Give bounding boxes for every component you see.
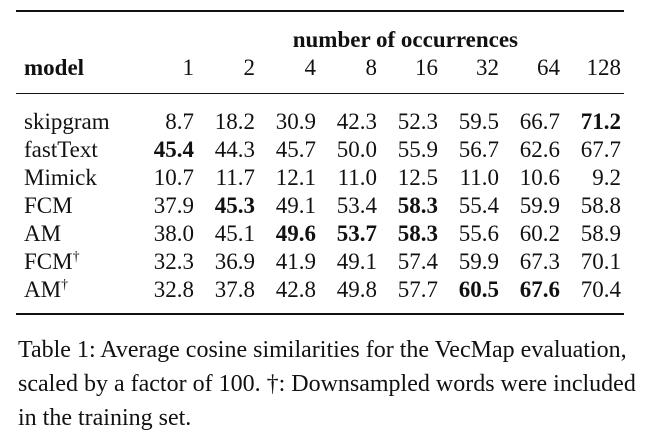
column-header: 128 (586, 55, 622, 80)
column-header: 8 (365, 55, 378, 80)
value-cell: 11.7 (215, 165, 255, 190)
table-row: FCM 37.9 45.3 49.1 53.4 58.3 55.4 59.9 58.8 (16, 192, 624, 220)
value-cell: 42.8 (275, 277, 316, 302)
value-cell: 53.4 (336, 193, 377, 218)
value-cell: 12.5 (397, 165, 438, 190)
model-header: model (24, 55, 85, 80)
value-cell: 37.9 (153, 193, 194, 218)
table-row: skipgram 8.7 18.2 30.9 42.3 52.3 59.5 66.7 71.2 (16, 93, 624, 137)
value-cell: 58.9 (580, 221, 621, 246)
value-cell: 8.7 (165, 109, 194, 134)
value-cell: 32.8 (153, 277, 194, 302)
column-header: 1 (182, 55, 195, 80)
model-name-cell: AM (16, 220, 136, 248)
value-cell: 11.0 (337, 165, 377, 190)
table-row: Mimick 10.7 11.7 12.1 11.0 12.5 11.0 10.6 9.2 (16, 164, 624, 192)
column-header: 16 (415, 55, 438, 80)
model-name: FCM (24, 249, 73, 274)
table-caption: Table 1: Average cosine similarities for… (18, 337, 636, 431)
model-name-cell: AM† (16, 276, 136, 314)
value-cell: 53.7 (336, 221, 377, 246)
value-cell: 49.8 (336, 277, 377, 302)
table-row: FCM† 32.3 36.9 41.9 49.1 57.4 59.9 67.3 70.1 (16, 248, 624, 276)
value-cell: 41.9 (275, 249, 316, 274)
table-body: skipgram 8.7 18.2 30.9 42.3 52.3 59.5 66.7 71.2 f… (16, 93, 624, 314)
model-name: Mimick (24, 165, 97, 190)
value-cell: 32.3 (153, 249, 194, 274)
value-cell: 56.7 (458, 137, 499, 162)
value-cell: 59.9 (519, 193, 560, 218)
column-header-row: model 1 2 4 8 16 32 64 128 (16, 54, 624, 94)
value-cell: 55.9 (397, 137, 438, 162)
value-cell: 45.4 (153, 137, 194, 162)
model-name-cell: Mimick (16, 164, 136, 192)
value-cell: 36.9 (214, 249, 255, 274)
value-cell: 42.3 (336, 109, 377, 134)
column-header: 2 (243, 55, 256, 80)
group-header-row: number of occurrences (16, 11, 624, 54)
value-cell: 37.8 (214, 277, 255, 302)
value-cell: 52.3 (397, 109, 438, 134)
value-cell: 62.6 (519, 137, 560, 162)
group-header: number of occurrences (292, 27, 518, 52)
column-header: 64 (537, 55, 560, 80)
value-cell: 45.3 (214, 193, 255, 218)
value-cell: 9.2 (592, 165, 621, 190)
value-cell: 55.4 (458, 193, 499, 218)
results-table: number of occurrences model 1 2 4 8 16 32 64 12… (16, 10, 624, 315)
value-cell: 57.7 (397, 277, 438, 302)
model-name: AM (24, 221, 62, 246)
model-name-cell: FCM (16, 192, 136, 220)
value-cell: 45.7 (275, 137, 316, 162)
value-cell: 45.1 (214, 221, 255, 246)
value-cell: 55.6 (458, 221, 499, 246)
model-name-cell: fastText (16, 136, 136, 164)
value-cell: 70.4 (580, 277, 621, 302)
value-cell: 50.0 (336, 137, 377, 162)
value-cell: 12.1 (275, 165, 316, 190)
value-cell: 58.8 (580, 193, 621, 218)
model-name-cell: FCM† (16, 248, 136, 276)
value-cell: 60.2 (519, 221, 560, 246)
value-cell: 57.4 (397, 249, 438, 274)
dagger-marker: † (61, 277, 69, 293)
model-name: fastText (24, 137, 98, 162)
value-cell: 67.6 (519, 277, 560, 302)
value-cell: 59.9 (458, 249, 499, 274)
model-name: skipgram (24, 109, 110, 134)
value-cell: 58.3 (397, 193, 438, 218)
value-cell: 11.0 (459, 165, 499, 190)
table-row: AM 38.0 45.1 49.6 53.7 58.3 55.6 60.2 58.9 (16, 220, 624, 248)
model-name: FCM (24, 193, 73, 218)
value-cell: 67.3 (519, 249, 560, 274)
value-cell: 10.6 (519, 165, 560, 190)
results-table-container: number of occurrences model 1 2 4 8 16 32 64 12… (16, 10, 624, 315)
value-cell: 49.1 (336, 249, 377, 274)
table-row: fastText 45.4 44.3 45.7 50.0 55.9 56.7 62.6 67.7 (16, 136, 624, 164)
value-cell: 70.1 (580, 249, 621, 274)
value-cell: 60.5 (458, 277, 499, 302)
value-cell: 30.9 (275, 109, 316, 134)
value-cell: 49.6 (275, 221, 316, 246)
model-name-cell: skipgram (16, 94, 136, 137)
value-cell: 38.0 (153, 221, 194, 246)
table-row: AM† 32.8 37.8 42.8 49.8 57.7 60.5 67.6 70.4 (16, 276, 624, 314)
value-cell: 10.7 (153, 165, 194, 190)
value-cell: 59.5 (458, 109, 499, 134)
column-header: 4 (304, 55, 317, 80)
value-cell: 71.2 (580, 109, 621, 134)
value-cell: 18.2 (214, 109, 255, 134)
column-header: 32 (476, 55, 499, 80)
value-cell: 66.7 (519, 109, 560, 134)
value-cell: 49.1 (275, 193, 316, 218)
value-cell: 44.3 (214, 137, 255, 162)
model-name: AM (24, 277, 62, 302)
value-cell: 58.3 (397, 221, 438, 246)
value-cell: 67.7 (580, 137, 621, 162)
dagger-marker: † (72, 249, 80, 265)
